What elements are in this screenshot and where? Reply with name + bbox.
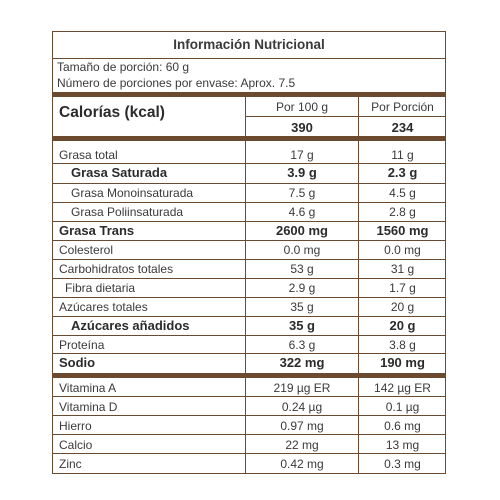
vitamin-value-per-portion: 0.1 µg (385, 400, 420, 414)
row-divider (53, 163, 445, 164)
nutrient-label: Grasa Monoinsaturada (71, 186, 194, 200)
nutrition-facts-panel: Información Nutricional Tamaño de porció… (52, 31, 446, 474)
row-divider (53, 396, 445, 397)
row-divider (53, 183, 445, 184)
nutrient-value-per-portion: 31 g (390, 262, 415, 276)
nutrient-label: Grasa Poliinsaturada (71, 205, 184, 219)
nutrient-value-per-100g: 6.3 g (288, 338, 316, 352)
vitamin-label: Vitamina D (59, 400, 118, 414)
nutrient-label: Proteína (59, 338, 105, 352)
nutrient-label: Azúcares totales (59, 300, 148, 314)
nutrient-label: Grasa Saturada (71, 165, 168, 180)
nutrient-label: Grasa Trans (59, 223, 135, 238)
row-divider (53, 434, 445, 435)
nutrient-value-per-portion: 1560 mg (376, 223, 429, 238)
row-divider (53, 415, 445, 416)
vitamin-value-per-portion: 0.3 mg (384, 457, 421, 471)
nutrient-value-per-portion: 4.5 g (389, 186, 416, 200)
nutrient-value-per-100g: 3.9 g (287, 165, 317, 180)
row-divider (53, 278, 445, 279)
nutrient-value-per-portion: 20 g (389, 318, 416, 333)
column-divider (245, 97, 246, 474)
calories-per-portion: 234 (391, 120, 414, 135)
nutrient-value-per-100g: 2600 mg (275, 223, 329, 238)
vitamin-label: Calcio (59, 438, 93, 452)
nutrient-value-per-portion: 11 g (391, 148, 414, 162)
col-header-per-100g: Por 100 g (275, 100, 329, 114)
nutrient-value-per-portion: 2.3 g (387, 165, 418, 180)
nutrient-label: Azúcares añadidos (71, 318, 190, 333)
nutrient-value-per-100g: 2.9 g (288, 281, 316, 295)
row-divider (53, 202, 445, 203)
vitamin-value-per-portion: 0.6 mg (384, 419, 421, 433)
vitamin-value-per-portion: 142 µg ER (374, 381, 431, 395)
nutrient-value-per-portion: 1.7 g (389, 281, 416, 295)
nutrient-label: Fibra dietaria (65, 281, 136, 295)
servings-per-container: Número de porciones por envase: Aprox. 7… (57, 76, 296, 90)
vitamin-value-per-100g: 0.97 mg (280, 419, 324, 433)
thick-divider (53, 92, 445, 97)
row-divider (53, 335, 445, 336)
divider (245, 116, 445, 117)
vitamin-value-per-100g: 0.42 mg (280, 457, 324, 471)
vitamin-label: Zinc (59, 457, 82, 471)
row-divider (53, 353, 445, 354)
nutrient-value-per-100g: 35 g (290, 300, 314, 314)
serving-info: Tamaño de porción: 60 g Número de porcio… (57, 59, 295, 91)
column-divider (358, 97, 359, 474)
row-divider (53, 221, 445, 222)
nutrient-value-per-portion: 3.8 g (389, 338, 416, 352)
vitamin-label: Hierro (59, 419, 92, 433)
row-divider (53, 453, 445, 454)
nutrient-value-per-100g: 4.6 g (288, 205, 316, 219)
serving-size: Tamaño de porción: 60 g (57, 60, 190, 74)
col-header-per-portion: Por Porción (371, 100, 434, 114)
nutrient-value-per-100g: 322 mg (279, 355, 325, 370)
nutrient-label: Colesterol (59, 243, 114, 257)
nutrient-value-per-portion: 2.8 g (389, 205, 416, 219)
row-divider (53, 240, 445, 241)
nutrient-value-per-100g: 53 g (290, 262, 314, 276)
nutrient-value-per-portion: 0.0 mg (384, 243, 421, 257)
row-divider (53, 259, 445, 260)
row-divider (53, 316, 445, 317)
vitamin-value-per-portion: 13 mg (385, 438, 420, 452)
nutrient-value-per-portion: 20 g (390, 300, 415, 314)
row-divider (53, 297, 445, 298)
thick-divider (53, 136, 445, 141)
nutrient-value-per-100g: 35 g (288, 318, 315, 333)
nutrient-label: Sodio (59, 355, 96, 370)
panel-title: Información Nutricional (53, 32, 445, 59)
nutrient-value-per-100g: 7.5 g (288, 186, 316, 200)
nutrient-value-per-portion: 190 mg (380, 355, 425, 370)
vitamin-value-per-100g: 219 µg ER (273, 381, 331, 395)
thick-divider (53, 373, 445, 378)
nutrient-value-per-100g: 17 g (290, 148, 314, 162)
calories-label: Calorías (kcal) (59, 104, 165, 121)
vitamin-label: Vitamina A (59, 381, 117, 395)
calories-per-100g: 390 (291, 120, 313, 135)
nutrient-value-per-100g: 0.0 mg (283, 243, 321, 257)
nutrient-label: Grasa total (59, 148, 118, 162)
vitamin-value-per-100g: 22 mg (285, 438, 319, 452)
vitamin-value-per-100g: 0.24 µg (281, 400, 323, 414)
nutrient-label: Carbohidratos totales (59, 262, 174, 276)
